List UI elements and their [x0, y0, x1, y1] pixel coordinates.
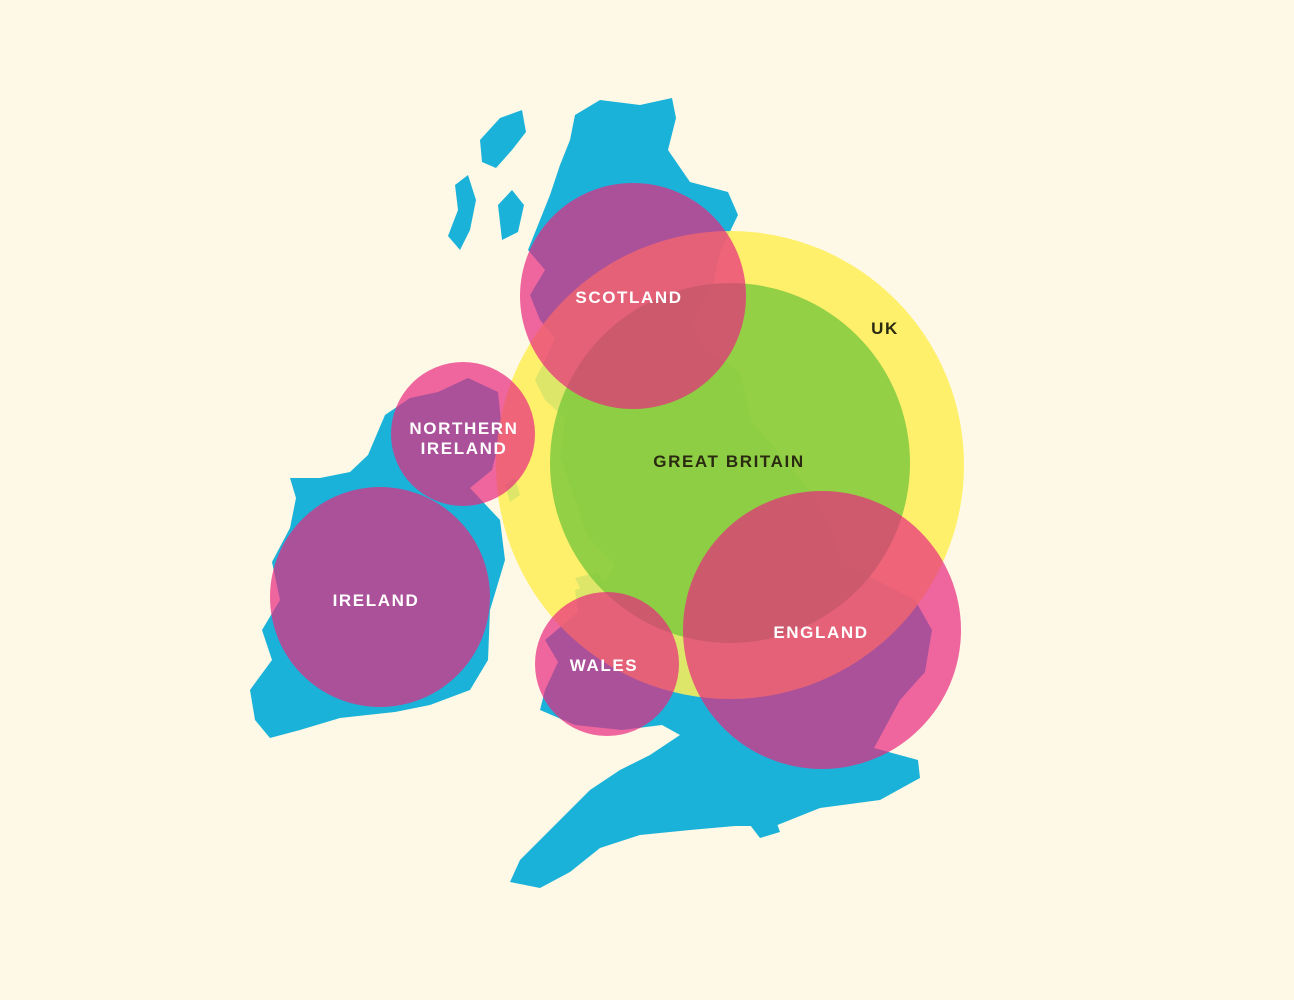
northern-ireland-label-line1: NORTHERN — [409, 419, 518, 438]
scotland-circle — [520, 183, 746, 409]
ireland-label: IRELAND — [333, 591, 420, 610]
scottish-isles-mid — [498, 190, 524, 240]
scottish-isles-west — [448, 175, 476, 250]
scottish-isles-north — [480, 110, 526, 168]
uk-label: UK — [871, 319, 899, 338]
venn-labels: UK GREAT BRITAIN SCOTLAND NORTHERN IRELA… — [333, 288, 899, 675]
northern-ireland-circle — [391, 362, 535, 506]
wales-circle — [535, 592, 679, 736]
england-label: ENGLAND — [773, 623, 868, 642]
england-circle — [683, 491, 961, 769]
northern-ireland-label-line2: IRELAND — [421, 439, 508, 458]
scotland-label: SCOTLAND — [575, 288, 682, 307]
venn-circles — [270, 183, 964, 769]
ireland-circle — [270, 487, 490, 707]
great-britain-label: GREAT BRITAIN — [653, 452, 804, 471]
isle-of-wight — [750, 818, 780, 838]
wales-label: WALES — [570, 656, 638, 675]
